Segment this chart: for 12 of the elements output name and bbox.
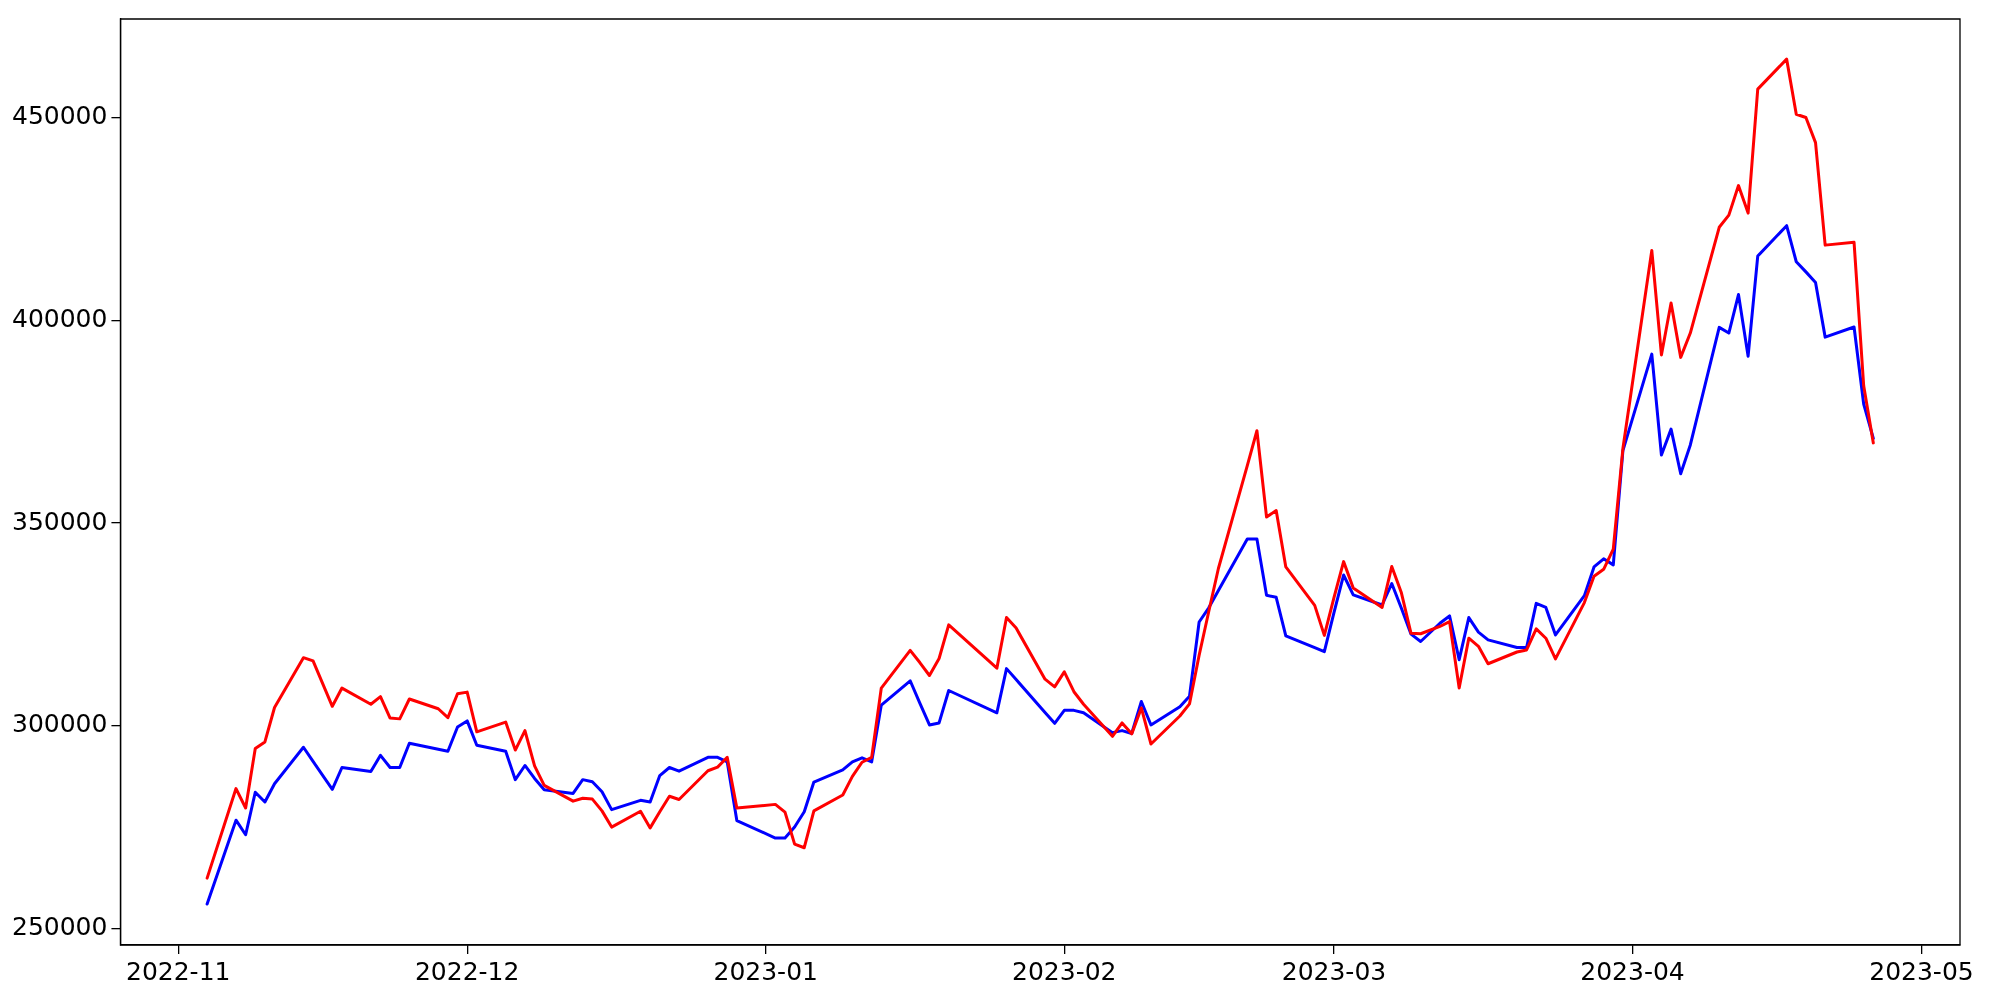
y-tick-label: 250000 — [12, 911, 108, 941]
y-tick-label: 300000 — [12, 709, 108, 739]
x-tick-label: 2023-03 — [1281, 956, 1387, 986]
x-tick-label: 2023-01 — [713, 956, 818, 986]
y-tick-label: 450000 — [12, 101, 108, 131]
y-tick-label: 400000 — [12, 304, 108, 334]
x-tick-label: 2022-12 — [414, 956, 520, 986]
x-tick-label: 2023-04 — [1580, 956, 1685, 986]
x-tick-label: 2023-05 — [1869, 956, 1974, 986]
y-tick-label: 350000 — [12, 506, 108, 536]
x-tick-label: 2022-11 — [125, 956, 231, 986]
x-tick-label: 2023-02 — [1012, 956, 1117, 986]
